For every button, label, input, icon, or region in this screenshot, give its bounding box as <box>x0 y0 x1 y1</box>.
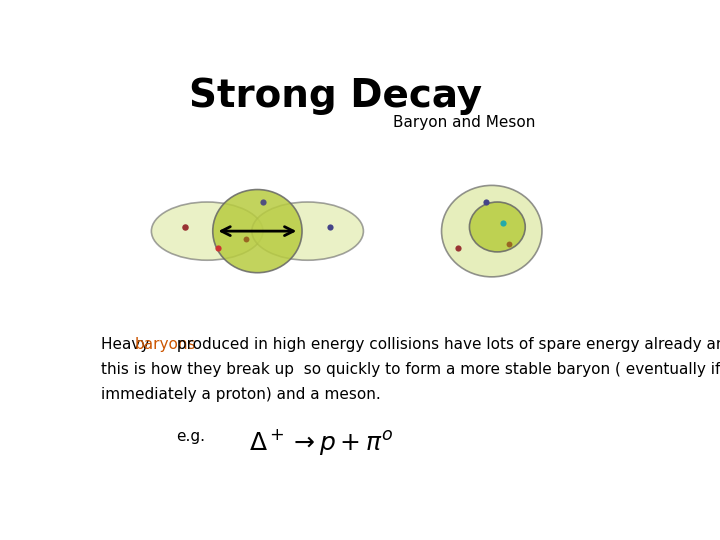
Point <box>212 244 224 252</box>
Point <box>240 235 252 244</box>
Text: Heavy: Heavy <box>101 337 154 352</box>
Point <box>497 219 508 227</box>
Ellipse shape <box>213 190 302 273</box>
Point <box>179 222 191 231</box>
Text: Strong Decay: Strong Decay <box>189 77 482 115</box>
Text: Baryon and Meson: Baryon and Meson <box>392 114 535 130</box>
Text: immediately a proton) and a meson.: immediately a proton) and a meson. <box>101 387 381 402</box>
Point <box>324 222 336 231</box>
Point <box>503 239 514 248</box>
Ellipse shape <box>151 202 263 260</box>
Text: e.g.: e.g. <box>176 429 205 444</box>
Text: $\Delta^+ \rightarrow p + \pi^o$: $\Delta^+ \rightarrow p + \pi^o$ <box>249 427 394 456</box>
Text: baryons: baryons <box>135 337 196 352</box>
Point <box>257 198 269 206</box>
Ellipse shape <box>469 202 526 252</box>
Text: this is how they break up  so quickly to form a more stable baryon ( eventually : this is how they break up so quickly to … <box>101 362 720 377</box>
Ellipse shape <box>441 185 542 277</box>
Point <box>452 244 464 252</box>
Ellipse shape <box>252 202 364 260</box>
Point <box>480 198 492 206</box>
Text: produced in high energy collisions have lots of spare energy already and: produced in high energy collisions have … <box>172 337 720 352</box>
